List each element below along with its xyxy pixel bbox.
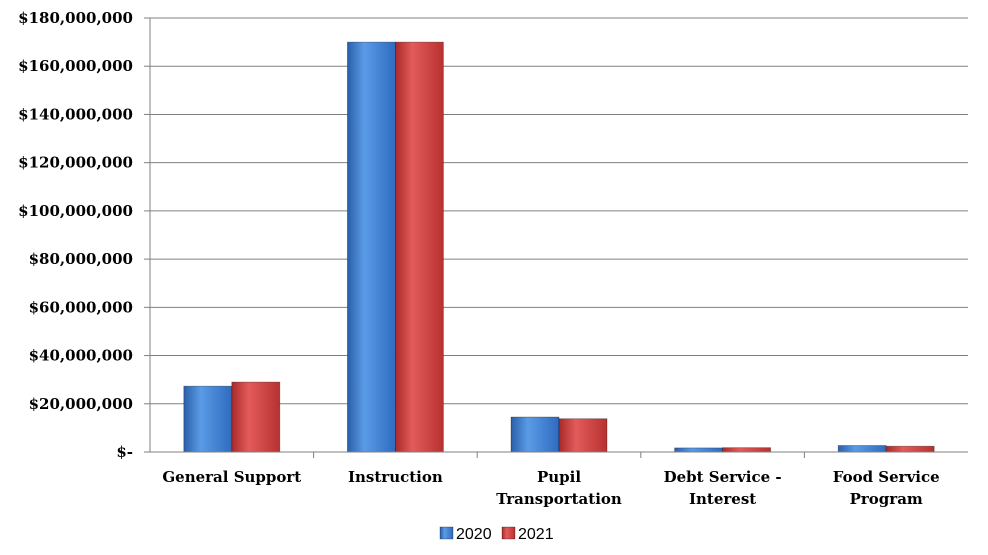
y-tick-label: $140,000,000 — [18, 105, 133, 123]
bars — [183, 41, 935, 453]
x-tick-label: Instruction — [348, 468, 443, 486]
x-tick-label: Transportation — [496, 490, 622, 508]
x-tick-label: General Support — [162, 468, 301, 486]
x-tick-label: Debt Service - — [664, 468, 782, 486]
y-tick-label: $60,000,000 — [29, 298, 133, 316]
legend-label: 2021 — [518, 526, 554, 543]
x-tick-label: Pupil — [537, 468, 581, 486]
legend-swatch — [501, 526, 516, 540]
y-axis: $- $20,000,000 $40,000,000 $60,000,000 $80,0… — [18, 9, 151, 461]
bar-2021 — [722, 447, 771, 453]
y-tick-label: $20,000,000 — [29, 395, 133, 413]
y-tick-label: $- — [116, 443, 133, 461]
y-tick-label: $40,000,000 — [29, 347, 133, 365]
bar-2020 — [674, 447, 723, 453]
y-tick-label: $160,000,000 — [18, 57, 133, 75]
bar-2021 — [885, 445, 935, 453]
bar-2021 — [558, 418, 608, 453]
legend: 2020 2021 — [439, 526, 554, 543]
gridlines — [150, 17, 968, 405]
y-tick-label: $180,000,000 — [18, 9, 133, 27]
legend-swatch — [439, 526, 454, 540]
x-tick-label: Food Service — [833, 468, 940, 486]
bar-2021 — [394, 41, 444, 453]
legend-label: 2020 — [456, 526, 492, 543]
x-tick-label: Interest — [689, 490, 756, 508]
y-tick-label: $120,000,000 — [18, 154, 133, 172]
bar-2020 — [183, 385, 233, 453]
bar-2020 — [346, 41, 396, 453]
x-axis: General Support Instruction Pupil Transport… — [150, 451, 968, 508]
bar-2021 — [231, 381, 281, 453]
bar-2020 — [510, 416, 560, 453]
bar-2020 — [837, 445, 887, 453]
x-tick-label: Program — [850, 490, 923, 508]
y-tick-label: $100,000,000 — [18, 202, 133, 220]
y-tick-label: $80,000,000 — [29, 250, 133, 268]
